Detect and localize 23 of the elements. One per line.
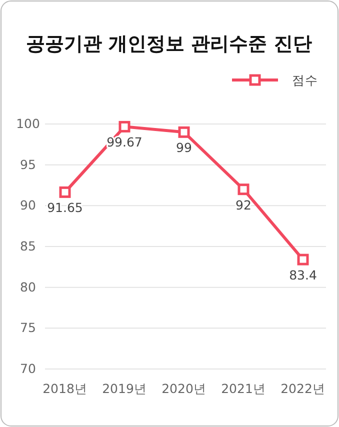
x-tick-label: 2022년 [280,381,326,396]
y-tick-label: 85 [20,238,36,254]
y-tick-label: 100 [16,116,40,131]
y-tick-label: 80 [20,279,36,294]
data-label: 91.65 [47,200,83,216]
y-tick-label: 90 [20,198,36,213]
x-tick-label: 2018년 [42,381,88,396]
data-label: 92 [236,197,252,212]
legend-label: 점수 [292,72,318,88]
point [178,126,190,138]
x-tick-label: 2020년 [162,381,206,396]
data-label: 83.4 [289,268,317,283]
x-tick-label: 2021년 [221,381,266,396]
point [118,120,130,132]
title: 공공기관 개인정보 관리수준 진단 [26,33,312,55]
data-label: 99 [176,140,192,156]
point [238,184,250,196]
x-tick-label: 2019년 [102,381,147,396]
point [297,254,309,266]
y-tick-label: 75 [20,320,36,336]
point [59,186,71,198]
y-tick-label: 95 [20,156,36,172]
y-tick-label: 70 [20,361,36,376]
